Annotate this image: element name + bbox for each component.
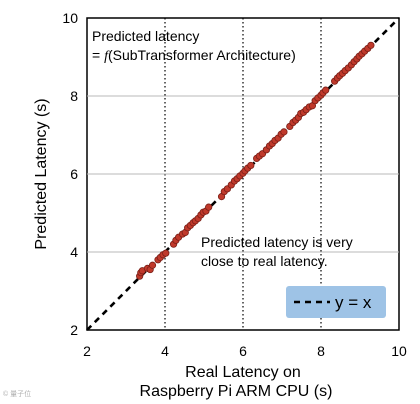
y-tick-label: 2 <box>70 322 78 338</box>
x-tick-labels: 2 4 6 8 10 <box>83 343 407 359</box>
x-tick-label: 8 <box>317 343 325 359</box>
data-point <box>205 203 213 211</box>
legend-box <box>286 286 386 318</box>
data-point <box>247 161 255 170</box>
annotation-mid-line1: Predicted latency is very <box>201 234 353 250</box>
y-tick-label: 6 <box>70 166 78 182</box>
x-axis-title-line2: Raspberry Pi ARM CPU (s) <box>140 383 333 400</box>
annotation-mid-line2: close to real latency. <box>201 253 328 269</box>
y-axis-title: Predicted Latency (s) <box>33 98 50 249</box>
data-points <box>136 41 375 280</box>
y-tick-labels: 2 4 6 8 10 <box>62 10 78 338</box>
data-point <box>148 261 157 269</box>
x-axis-title-line1: Real Latency on <box>185 364 301 381</box>
annotation-top-suffix: (SubTransformer Architecture) <box>108 47 296 63</box>
annotation-top-line2: = f(SubTransformer Architecture) <box>92 47 296 64</box>
data-point <box>322 86 330 94</box>
y-tick-label: 10 <box>62 10 78 26</box>
data-point <box>280 128 288 136</box>
data-point <box>162 249 170 257</box>
y-tick-label: 8 <box>70 88 78 104</box>
x-tick-label: 2 <box>83 343 91 359</box>
legend-label: y = x <box>335 293 372 312</box>
x-tick-label: 4 <box>161 343 169 359</box>
x-tick-label: 10 <box>391 343 407 359</box>
x-tick-label: 6 <box>239 343 247 359</box>
legend: y = x <box>286 286 386 318</box>
annotation-top-equals: = <box>92 47 104 63</box>
y-tick-label: 4 <box>70 244 78 260</box>
annotation-top-f: f <box>104 49 110 64</box>
annotation-top-line1: Predicted latency <box>92 28 199 44</box>
watermark: © 量子位 <box>3 389 31 398</box>
data-point <box>367 41 375 49</box>
